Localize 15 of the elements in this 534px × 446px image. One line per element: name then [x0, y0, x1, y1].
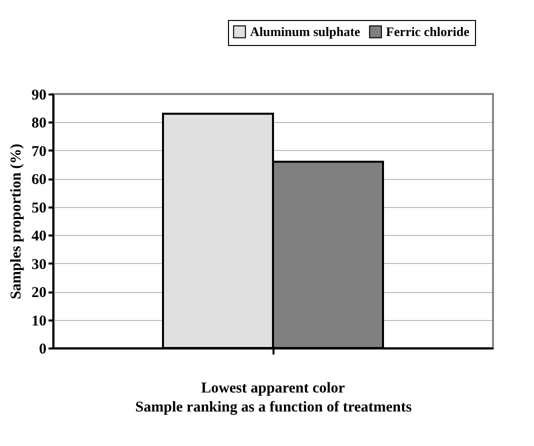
- x-tick-label: Lowest apparent color: [201, 380, 346, 396]
- y-tick-label: 20: [32, 285, 46, 302]
- y-tick-label: 30: [32, 256, 46, 273]
- y-tick-label: 70: [32, 144, 46, 160]
- y-tick-label: 40: [32, 228, 46, 245]
- legend-label: Aluminum sulphate: [250, 24, 360, 39]
- y-tick-label: 50: [32, 200, 46, 216]
- y-axis-title: Samples proportion (%): [8, 144, 24, 300]
- y-tick-label: 60: [32, 172, 46, 188]
- y-tick-label: 80: [32, 116, 46, 132]
- y-tick-label: 90: [32, 88, 46, 104]
- legend-label: Ferric chloride: [386, 24, 470, 39]
- x-axis-title: Sample ranking as a function of treatments: [135, 400, 412, 416]
- y-tick-label: 10: [32, 313, 46, 330]
- y-tick-label: 0: [39, 342, 46, 358]
